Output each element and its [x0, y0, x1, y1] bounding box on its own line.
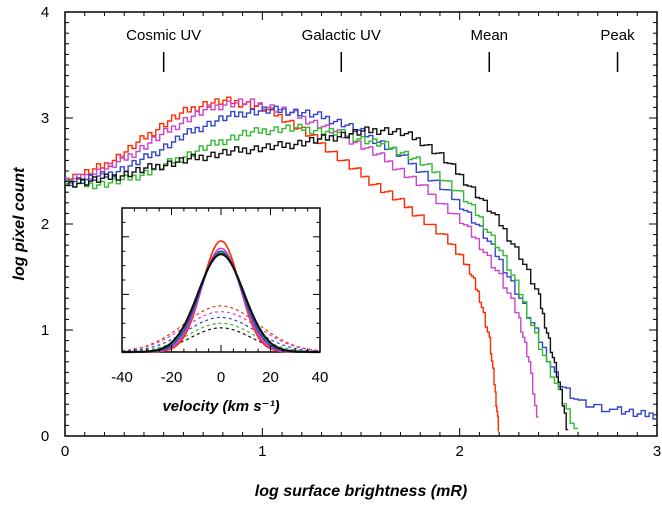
main-axis-ticks [64, 11, 658, 437]
inset-series-8 [122, 322, 320, 353]
inset-x-tick-label: 0 [217, 369, 225, 386]
y-tick-label: 3 [41, 110, 49, 127]
inset-x-tick-label: 40 [312, 369, 329, 386]
inset-tick-labels: -40 -20 0 20 40 [111, 369, 328, 386]
x-tick-label: 3 [653, 443, 661, 460]
y-tick-label: 1 [41, 322, 49, 339]
inset-x-axis-title: velocity (km s⁻¹) [162, 398, 279, 415]
x-tick-label: 1 [258, 443, 266, 460]
x-tick-label: 2 [455, 443, 463, 460]
histogram-series-1 [65, 98, 539, 418]
histogram-series-4 [65, 126, 569, 431]
inset-frame [121, 207, 321, 353]
main-tick-labels: 0 1 2 3 0 1 2 3 4 [41, 4, 661, 460]
inset-x-tick-label: -40 [111, 369, 133, 386]
main-series-group [65, 96, 657, 432]
histogram-series-2 [65, 105, 657, 420]
y-tick-label: 2 [41, 216, 49, 233]
x-axis-title: log surface brightness (mR) [255, 483, 467, 500]
y-axis-title: log pixel count [11, 167, 28, 281]
inset-series-4 [122, 252, 320, 354]
x-tick-label: 0 [61, 443, 69, 460]
histogram-series-3 [65, 123, 579, 430]
y-tick-label: 4 [41, 4, 49, 21]
inset-series-9 [122, 327, 320, 353]
inset-series-group [121, 239, 321, 354]
annotation-label: Galactic UV [302, 27, 381, 44]
inset-axis-ticks [121, 207, 321, 353]
annotation-label: Peak [600, 27, 635, 44]
inset-x-tick-label: -20 [161, 369, 183, 386]
annotation-label: Mean [471, 27, 509, 44]
histogram-series-0 [65, 96, 500, 432]
y-tick-label: 0 [41, 428, 49, 445]
annotation-label: Cosmic UV [126, 27, 201, 44]
main-annotations: Cosmic UV Galactic UV Mean Peak [126, 27, 635, 72]
inset-series-5 [121, 305, 321, 352]
inset-x-tick-label: 20 [262, 369, 279, 386]
inset-series-6 [121, 311, 321, 352]
